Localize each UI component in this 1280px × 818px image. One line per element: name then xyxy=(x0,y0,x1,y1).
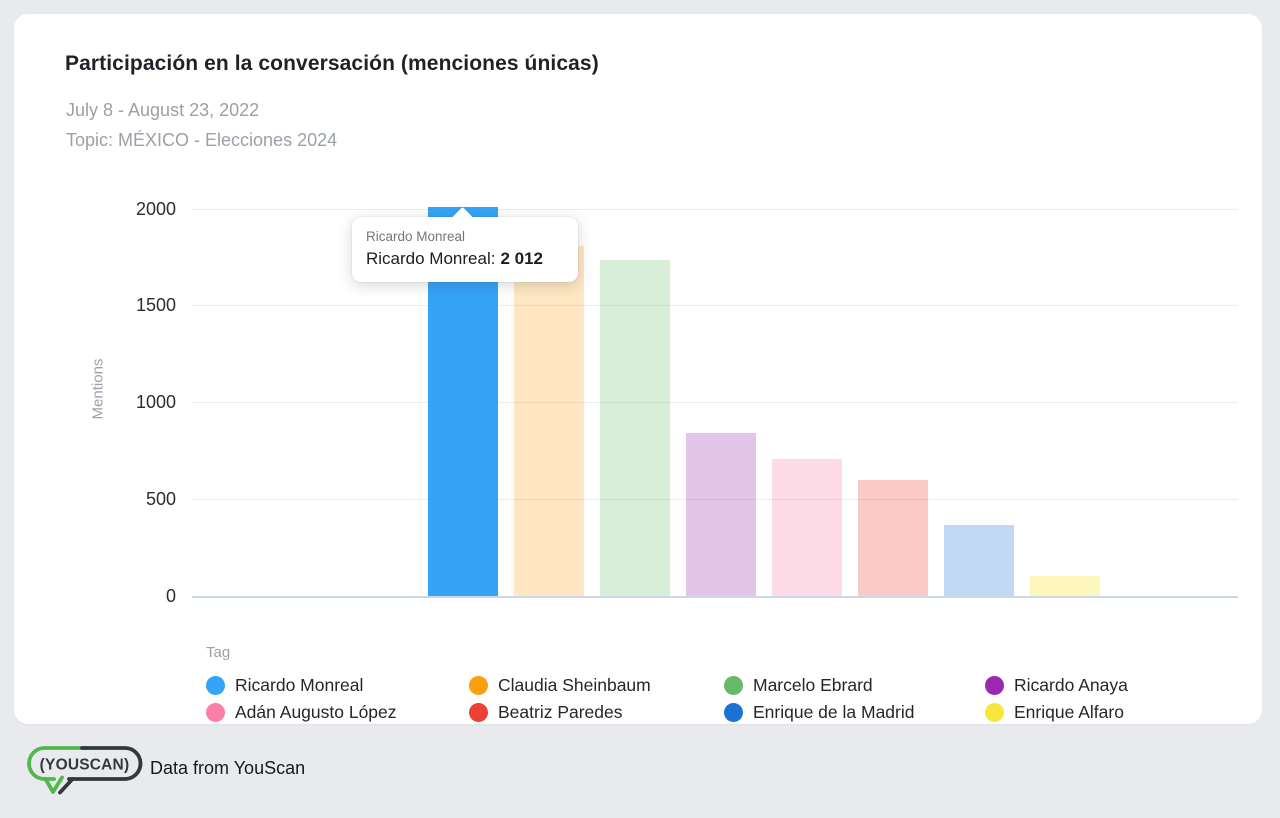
legend-label: Marcelo Ebrard xyxy=(753,675,873,695)
bar-ad-n-augusto-l-pez[interactable] xyxy=(772,459,842,597)
legend-item-enrique-de-la-madrid[interactable]: Enrique de la Madrid xyxy=(724,702,985,723)
legend-dot-icon xyxy=(724,703,743,722)
bar-claudia-sheinbaum[interactable] xyxy=(514,246,584,597)
chart-card: Participación en la conversación (mencio… xyxy=(14,14,1262,724)
legend-item-ricardo-anaya[interactable]: Ricardo Anaya xyxy=(985,675,1128,696)
legend-label: Ricardo Monreal xyxy=(235,675,364,695)
plot-area xyxy=(192,202,1238,598)
svg-text:(YOUSCAN): (YOUSCAN) xyxy=(40,757,130,774)
legend-label: Enrique Alfaro xyxy=(1014,702,1124,722)
legend-label: Adán Augusto López xyxy=(235,702,397,722)
y-tick-label-500: 500 xyxy=(145,488,176,509)
tooltip-value-line: Ricardo Monreal: 2 012 xyxy=(366,249,562,269)
legend-dot-icon xyxy=(206,703,225,722)
legend-item-marcelo-ebrard[interactable]: Marcelo Ebrard xyxy=(724,675,985,696)
legend-item-claudia-sheinbaum[interactable]: Claudia Sheinbaum xyxy=(469,675,724,696)
legend-label: Ricardo Anaya xyxy=(1014,675,1128,695)
gridline-2000 xyxy=(192,208,1238,210)
legend-item-ad-n-augusto-l-pez[interactable]: Adán Augusto López xyxy=(206,702,469,723)
gridline-500 xyxy=(192,498,1238,500)
tooltip: Ricardo Monreal Ricardo Monreal: 2 012 xyxy=(352,206,578,282)
y-tick-label-2000: 2000 xyxy=(135,198,176,219)
legend-label: Beatriz Paredes xyxy=(498,702,623,722)
y-tick-label-1500: 1500 xyxy=(135,295,176,316)
legend-dot-icon xyxy=(469,676,488,695)
legend-title: Tag xyxy=(206,644,231,661)
chart-title: Participación en la conversación (mencio… xyxy=(65,52,599,75)
legend-dot-icon xyxy=(985,703,1004,722)
bar-beatriz-paredes[interactable] xyxy=(858,480,928,597)
tooltip-label: Ricardo Monreal: xyxy=(366,249,496,268)
legend-dot-icon xyxy=(469,703,488,722)
bar-ricardo-anaya[interactable] xyxy=(686,433,756,597)
legend-label: Enrique de la Madrid xyxy=(753,702,915,722)
legend-dot-icon xyxy=(985,676,1004,695)
footer-caption: Data from YouScan xyxy=(150,758,306,778)
chart-date-range: July 8 - August 23, 2022 xyxy=(66,100,260,120)
legend-item-beatriz-paredes[interactable]: Beatriz Paredes xyxy=(469,702,724,723)
chart-topic: Topic: MÉXICO - Elecciones 2024 xyxy=(66,130,338,150)
gridline-1500 xyxy=(192,305,1238,307)
legend-item-ricardo-monreal[interactable]: Ricardo Monreal xyxy=(206,675,469,696)
legend-item-enrique-alfaro[interactable]: Enrique Alfaro xyxy=(985,702,1128,723)
bar-enrique-de-la-madrid[interactable] xyxy=(944,524,1014,597)
youscan-logo[interactable]: (YOUSCAN) xyxy=(26,745,144,802)
y-tick-label-0: 0 xyxy=(165,585,176,606)
legend-label: Claudia Sheinbaum xyxy=(498,675,651,695)
y-tick-label-1000: 1000 xyxy=(135,392,176,412)
youscan-logo-icon: (YOUSCAN) xyxy=(27,746,143,795)
bar-enrique-alfaro[interactable] xyxy=(1030,576,1100,597)
legend-dot-icon xyxy=(206,676,225,695)
legend: Ricardo Monreal Claudia Sheinbaum Marcelo … xyxy=(206,672,1128,726)
legend-dot-icon xyxy=(724,676,743,695)
tooltip-value: 2 012 xyxy=(500,249,543,268)
tooltip-series-name: Ricardo Monreal xyxy=(366,229,466,244)
bar-marcelo-ebrard[interactable] xyxy=(600,259,670,597)
x-axis-line xyxy=(192,595,1238,598)
gridline-1000 xyxy=(192,402,1238,403)
